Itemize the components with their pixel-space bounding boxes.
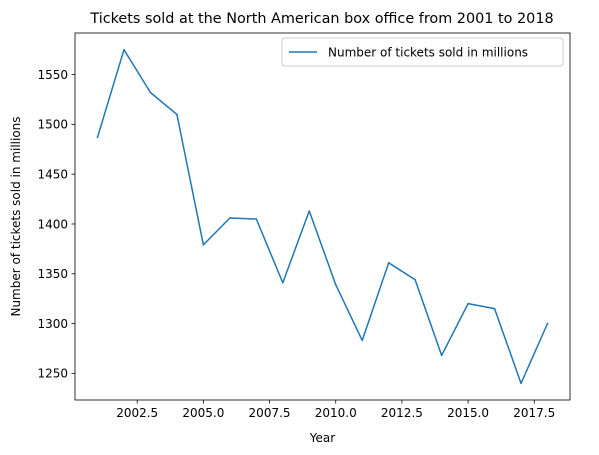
y-axis-label: Number of tickets sold in millions bbox=[9, 116, 23, 316]
data-point bbox=[123, 48, 125, 51]
x-tick-label: 2010.0 bbox=[315, 406, 357, 420]
legend-box bbox=[281, 37, 564, 67]
data-point bbox=[546, 322, 549, 325]
y-tick-label: 1450 bbox=[37, 167, 68, 181]
data-point bbox=[493, 307, 496, 310]
y-axis-ticks: 1250 1300 1350 1400 1450 1500 1550 bbox=[37, 68, 75, 381]
data-point bbox=[361, 339, 363, 342]
data-point bbox=[202, 244, 205, 246]
y-tick-label: 1250 bbox=[37, 367, 68, 381]
data-point bbox=[149, 91, 152, 94]
data-point bbox=[308, 210, 311, 212]
legend-label: Number of tickets sold in millions bbox=[328, 46, 528, 60]
x-tick-label: 2007.5 bbox=[249, 406, 291, 420]
plot-area bbox=[96, 48, 549, 385]
data-point bbox=[414, 278, 416, 281]
data-point bbox=[520, 382, 522, 385]
x-tick-label: 2005.0 bbox=[182, 406, 224, 420]
y-tick-label: 1550 bbox=[37, 68, 68, 82]
x-tick-label: 2012.5 bbox=[381, 406, 423, 420]
x-axis-ticks: 2002.5 2005.0 2007.5 2010.0 2012.5 2015.0 2017… bbox=[116, 400, 555, 420]
y-tick-label: 1400 bbox=[37, 217, 68, 231]
chart-title: Tickets sold at the North American box o… bbox=[89, 11, 553, 27]
data-point bbox=[255, 218, 258, 220]
legend: Number of tickets sold in millions bbox=[281, 37, 564, 67]
y-tick-label: 1350 bbox=[37, 267, 68, 281]
x-tick-label: 2015.0 bbox=[447, 406, 489, 420]
data-point bbox=[387, 262, 390, 264]
data-point bbox=[96, 136, 99, 139]
data-point bbox=[229, 217, 231, 219]
data-point bbox=[334, 283, 337, 286]
x-tick-label: 2002.5 bbox=[116, 406, 158, 420]
series-line bbox=[96, 48, 549, 385]
data-point bbox=[467, 302, 469, 305]
y-tick-label: 1500 bbox=[37, 118, 68, 132]
data-point bbox=[176, 113, 178, 116]
x-tick-label: 2017.5 bbox=[513, 406, 555, 420]
data-point bbox=[440, 354, 443, 357]
x-axis-label: Year bbox=[309, 431, 335, 445]
data-point bbox=[282, 281, 284, 284]
axes-frame bbox=[74, 32, 571, 401]
y-tick-label: 1300 bbox=[37, 317, 68, 331]
